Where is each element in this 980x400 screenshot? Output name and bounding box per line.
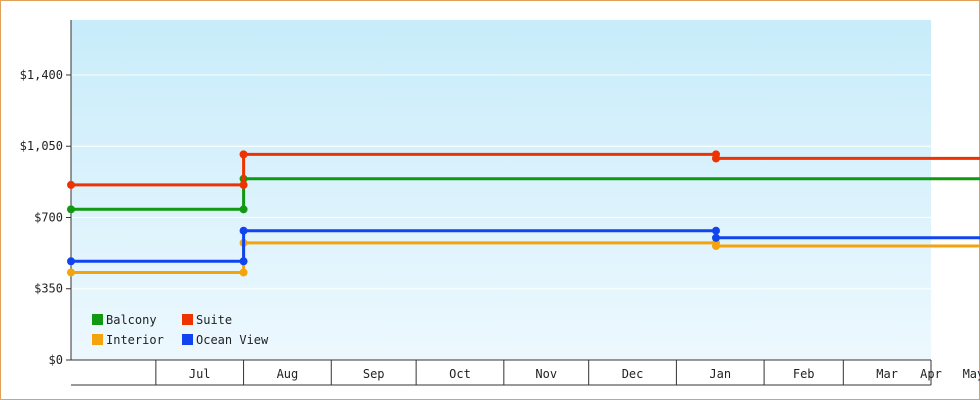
data-point[interactable] [67,205,75,214]
legend-label: Ocean View [196,333,269,347]
plot-background [71,20,931,360]
data-point[interactable] [712,226,720,235]
data-point[interactable] [239,226,248,235]
x-tick-label: Mar [876,367,898,381]
y-tick-label: $1,400 [20,68,63,82]
data-point[interactable] [239,180,248,189]
x-tick-label: Nov [535,367,557,381]
y-tick-label: $0 [49,353,63,367]
x-tick-label: Dec [622,367,644,381]
series-line[interactable] [71,167,980,211]
series-balcony [67,167,980,214]
data-point[interactable] [239,257,248,266]
legend-label: Interior [106,333,164,347]
x-tick-label: May [963,367,980,381]
x-tick-label: Sep [363,367,385,381]
legend-label: Suite [196,313,232,327]
y-tick-label: $1,050 [20,139,63,153]
x-tick-label: Apr [920,367,942,381]
legend-swatch [182,314,193,325]
legend-label: Balcony [106,313,157,327]
data-point[interactable] [239,268,248,277]
y-tick-label: $350 [34,282,63,296]
y-tick-label: $700 [34,210,63,224]
legend-swatch [182,334,193,345]
series-ocean-view [67,226,980,266]
data-point[interactable] [67,257,75,266]
x-tick-label: Aug [277,367,299,381]
axes: $0 $350 $700 $1,050 $1,400 Jul Aug Sep Oct Nov Dec… [20,20,980,386]
series-line[interactable] [71,241,980,274]
data-point[interactable] [712,233,720,242]
data-point[interactable] [67,180,75,189]
x-tick-label: Jul [189,367,211,381]
data-point[interactable] [67,268,75,277]
series-lines [67,150,980,277]
x-tick-label: Oct [449,367,471,381]
data-point[interactable] [712,154,720,163]
data-point[interactable] [239,205,248,214]
data-point[interactable] [712,241,720,250]
x-tick-label: Jan [709,367,731,381]
legend: Balcony Suite Interior Ocean View [92,313,269,347]
legend-swatch [92,334,103,345]
legend-item: Suite [182,313,232,327]
legend-item: Ocean View [182,333,269,347]
series-suite [67,150,980,189]
legend-swatch [92,314,103,325]
data-point[interactable] [239,150,248,159]
x-tick-label: Feb [793,367,815,381]
gridlines [71,74,931,290]
legend-item: Balcony [92,313,157,327]
legend-item: Interior [92,333,164,347]
